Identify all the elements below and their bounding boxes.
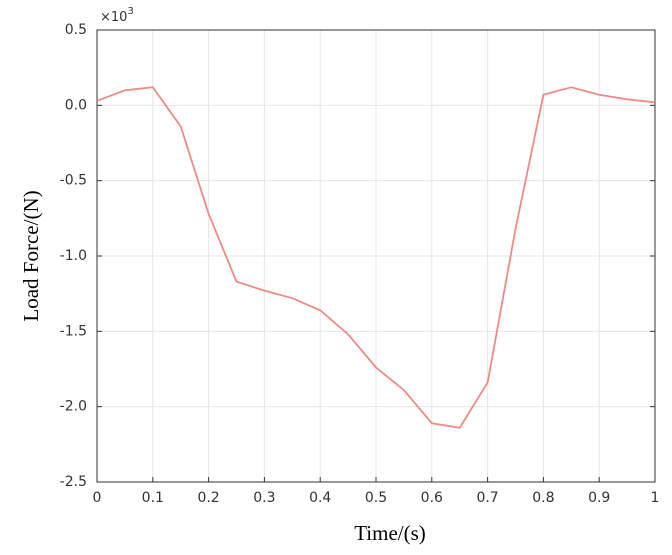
multiplier-exponent: 3: [127, 6, 133, 17]
y-axis-label: Load Force/(N): [19, 190, 43, 321]
y-tick-label: -1.0: [60, 248, 87, 264]
x-tick-label: 0.9: [588, 490, 610, 506]
x-tick-label: 0.3: [253, 490, 275, 506]
x-tick-label: 0.6: [421, 490, 443, 506]
multiplier-base: ×10: [100, 10, 127, 25]
y-tick-label: 0.5: [65, 22, 87, 38]
x-tick-label: 0.8: [532, 490, 554, 506]
x-tick-label: 0.5: [365, 490, 387, 506]
y-tick-label: -0.5: [60, 173, 87, 189]
x-tick-label: 0.2: [197, 490, 219, 506]
y-tick-label: 0.0: [65, 97, 87, 113]
x-tick-label: 1: [651, 490, 660, 506]
y-multiplier: ×103: [100, 6, 134, 25]
x-tick-label: 0: [93, 490, 102, 506]
plot-frame: [96, 29, 656, 483]
y-tick-label: -2.5: [60, 474, 87, 490]
y-tick-label: -1.5: [60, 323, 87, 339]
x-axis-label: Time/(s): [354, 521, 426, 545]
y-tick-label: -2.0: [60, 399, 87, 415]
x-tick-label: 0.1: [142, 490, 164, 506]
x-tick-label: 0.7: [476, 490, 498, 506]
data-line: [96, 86, 656, 429]
x-tick-label: 0.4: [309, 490, 331, 506]
